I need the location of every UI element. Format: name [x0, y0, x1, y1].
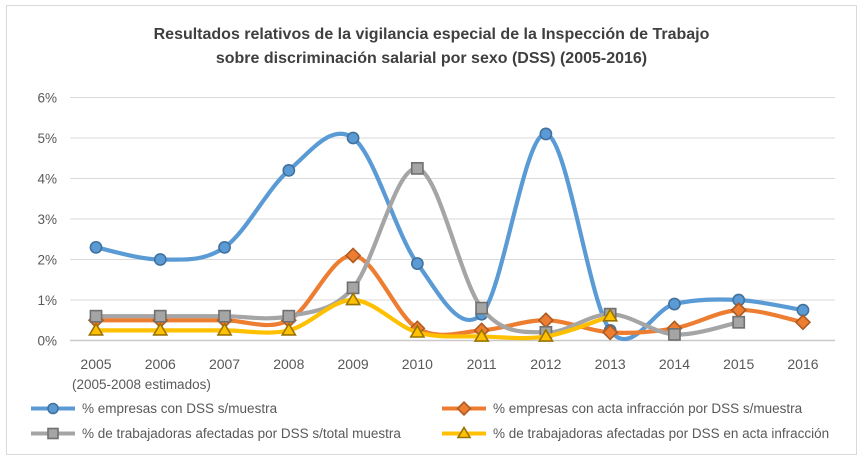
x-tick-label: 2008	[273, 356, 304, 372]
square-marker-icon	[282, 309, 296, 323]
legend-item-trabajadoras-acta: % de trabajadoras afectadas por DSS en a…	[441, 426, 829, 441]
triangle-marker-icon	[216, 322, 233, 336]
chart-title: Resultados relativos de la vigilancia es…	[0, 23, 863, 71]
y-tick-label: 0%	[37, 334, 57, 349]
chart-title-line2: sobre discriminación salarial por sexo (…	[215, 50, 648, 67]
x-tick-labels: 2005 2006 2007 2008 2009 2010 2011 2012 2013 2014…	[80, 356, 818, 372]
triangle-marker-icon	[602, 308, 619, 322]
circle-marker-icon	[282, 163, 296, 177]
square-marker-icon	[89, 309, 103, 323]
y-tick-label: 4%	[37, 172, 57, 187]
gridlines: 0% 1% 2% 3% 4% 5% 6%	[37, 91, 835, 349]
x-tick-label: 2010	[402, 356, 433, 372]
circle-marker-icon	[47, 402, 59, 415]
legend-label: % empresas con DSS s/muestra	[82, 401, 278, 416]
x-tick-label: 2016	[787, 356, 818, 372]
y-tick-label: 5%	[37, 131, 57, 146]
triangle-marker-icon	[473, 328, 490, 342]
y-tick-label: 3%	[37, 212, 57, 227]
chart-title-line1: Resultados relativos de la vigilancia es…	[153, 26, 710, 43]
x-tick-label: 2007	[209, 356, 240, 372]
x-tick-label: 2011	[467, 356, 497, 372]
triangle-marker-icon	[456, 426, 472, 439]
y-tick-label: 2%	[37, 253, 57, 268]
x-tick-label: 2013	[595, 356, 626, 372]
diamond-marker-icon	[730, 301, 747, 319]
square-marker-icon	[218, 309, 231, 323]
circle-marker-icon	[89, 240, 103, 254]
circle-marker-icon	[218, 240, 231, 254]
triangle-marker-icon	[88, 322, 104, 336]
circle-marker-icon	[668, 297, 681, 311]
legend-item-trabajadoras-total: % de trabajadoras afectadas por DSS s/to…	[30, 426, 401, 441]
legend-item-empresas-dss: % empresas con DSS s/muestra	[30, 401, 277, 416]
series-line	[93, 253, 806, 337]
circle-marker-icon	[796, 303, 810, 317]
square-marker-icon	[668, 328, 681, 341]
square-marker-icon	[475, 301, 489, 315]
diamond-marker-icon	[602, 324, 619, 341]
x-tick-label: 2009	[338, 356, 369, 372]
legend-line-diamond-icon	[442, 401, 486, 416]
legend-line-triangle-icon	[442, 426, 486, 439]
triangle-marker-icon	[345, 291, 362, 306]
circle-marker-icon	[153, 253, 167, 266]
x-tick-label: 2015	[723, 356, 754, 372]
x-axis-note: (2005-2008 estimados)	[72, 377, 211, 392]
square-marker-icon	[410, 161, 424, 175]
circle-marker-icon	[346, 131, 360, 145]
diamond-marker-icon	[344, 247, 362, 264]
triangle-marker-icon	[280, 322, 297, 336]
circle-marker-icon	[539, 127, 553, 141]
chart-border-frame	[6, 5, 857, 455]
legend-line-square-icon	[31, 427, 75, 440]
legend-label: % de trabajadoras afectadas por DSS en a…	[493, 426, 830, 441]
diamond-marker-icon	[794, 314, 812, 331]
series-1	[87, 247, 812, 341]
legend-label: % empresas con acta infracción por DSS s…	[493, 401, 803, 416]
circle-marker-icon	[410, 257, 424, 270]
legend-line-circle-icon	[31, 402, 75, 415]
series-3	[88, 291, 619, 342]
legend-label: % de trabajadoras afectadas por DSS s/to…	[82, 426, 401, 441]
y-tick-label: 1%	[37, 293, 57, 308]
triangle-marker-icon	[152, 322, 169, 336]
square-marker-icon	[153, 309, 167, 323]
square-marker-icon	[47, 427, 59, 440]
triangle-marker-icon	[409, 324, 426, 338]
x-tick-label: 2014	[659, 356, 690, 372]
diamond-marker-icon	[537, 312, 555, 329]
square-marker-icon	[346, 281, 360, 295]
diamond-marker-icon	[456, 401, 472, 416]
series-2	[89, 161, 746, 341]
square-marker-icon	[732, 315, 746, 329]
x-tick-label: 2005	[80, 356, 111, 372]
triangle-marker-icon	[537, 328, 554, 342]
series-line	[93, 166, 741, 337]
x-tick-label: 2006	[145, 356, 176, 372]
legend-item-empresas-acta: % empresas con acta infracción por DSS s…	[441, 401, 802, 416]
series-line	[93, 131, 806, 341]
y-tick-label: 6%	[37, 91, 57, 106]
x-tick-label: 2012	[530, 356, 561, 372]
